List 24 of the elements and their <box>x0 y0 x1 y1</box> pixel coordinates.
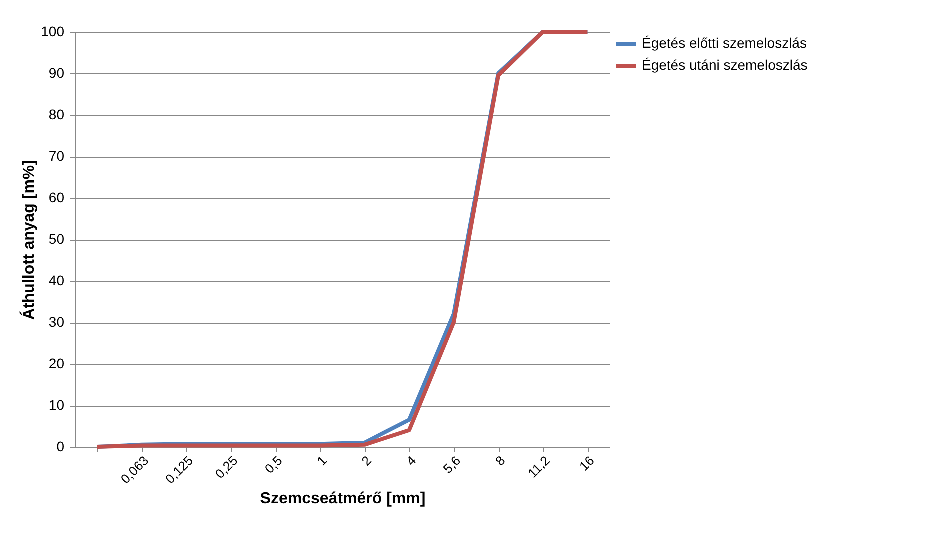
x-tick-label: 16 <box>576 453 598 474</box>
x-tick-label: 8 <box>492 453 508 469</box>
x-tick-label: 2 <box>358 453 374 469</box>
y-tick-label: 20 <box>48 356 65 372</box>
x-tick-label: 0,25 <box>212 453 241 482</box>
y-tick-label: 10 <box>48 397 65 413</box>
y-tick-label: 100 <box>41 24 65 40</box>
x-tick-label: 5,6 <box>440 453 464 476</box>
y-tick-label: 90 <box>48 65 65 81</box>
x-tick-label: 1 <box>314 453 330 469</box>
y-tick-label: 80 <box>48 106 65 122</box>
y-tick-label: 50 <box>48 231 65 247</box>
y-tick-label: 40 <box>48 272 65 288</box>
y-tick-label: 0 <box>56 438 65 454</box>
y-tick-label: 60 <box>48 190 65 206</box>
x-axis-title: Szemcseátmérő [mm] <box>260 490 426 508</box>
legend-label: Égetés utáni szemeloszlás <box>642 57 808 73</box>
x-tick-label: 11,2 <box>524 453 553 481</box>
x-tick-label: 0,5 <box>262 453 286 476</box>
y-tick-label: 70 <box>48 148 65 164</box>
legend-label: Égetés előtti szemeloszlás <box>642 35 807 51</box>
x-tick-label: 4 <box>403 453 420 469</box>
y-axis-title: Áthullott anyag [m%] <box>19 160 38 320</box>
y-tick-label: 30 <box>48 314 65 330</box>
